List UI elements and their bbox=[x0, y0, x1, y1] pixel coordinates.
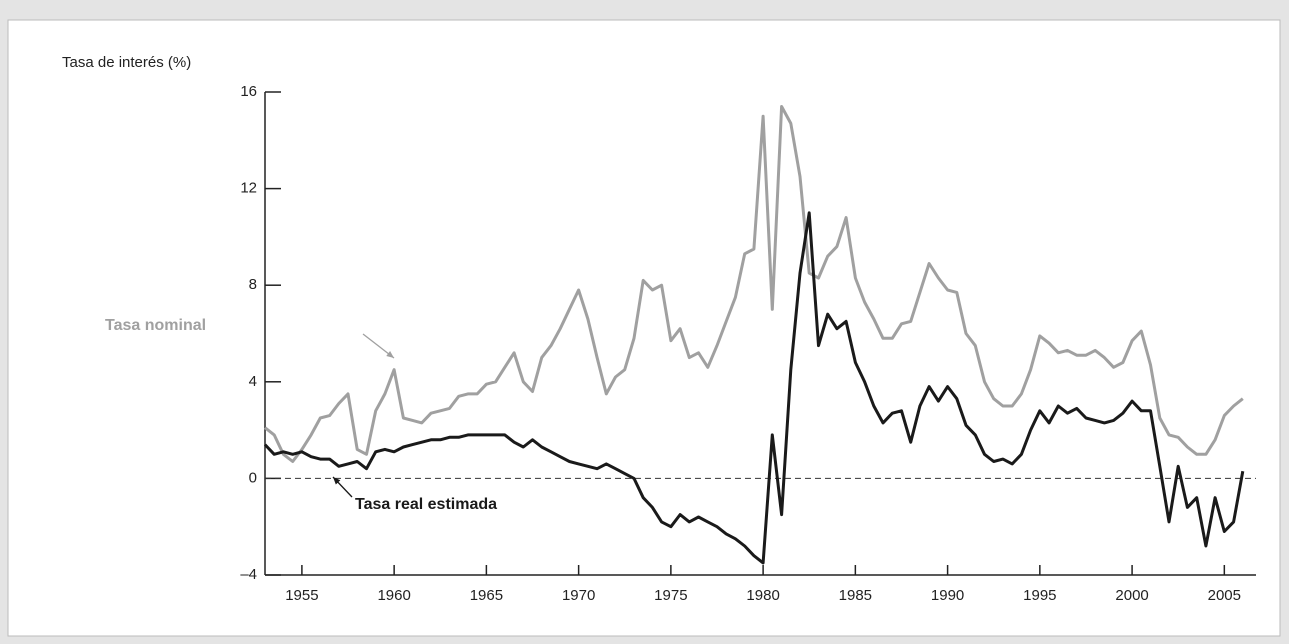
series-annotation: Tasa real estimada bbox=[355, 496, 497, 513]
x-tick-label: 1980 bbox=[746, 587, 779, 604]
x-tick-label: 1995 bbox=[1023, 587, 1056, 604]
y-tick-label: 16 bbox=[240, 83, 257, 100]
series-line bbox=[264, 105, 1244, 463]
x-tick-label: 1965 bbox=[470, 587, 503, 604]
arrow-head bbox=[386, 351, 394, 358]
y-tick-label: 0 bbox=[249, 469, 257, 486]
frame bbox=[7, 19, 1281, 637]
x-tick-label: 1960 bbox=[377, 587, 410, 604]
y-tick-label: 8 bbox=[249, 276, 257, 293]
x-tick-label: 1985 bbox=[839, 587, 872, 604]
series-annotation: Tasa nominal bbox=[105, 317, 206, 334]
x-tick-label: 1990 bbox=[931, 587, 964, 604]
arrow-head bbox=[333, 477, 341, 485]
series-line bbox=[263, 211, 1245, 565]
x-tick-label: 1975 bbox=[654, 587, 687, 604]
y-axis-label: Tasa de interés (%) bbox=[62, 54, 191, 71]
y-tick-label: 4 bbox=[249, 373, 257, 390]
y-tick-label: 12 bbox=[240, 180, 257, 197]
x-tick-label: 1970 bbox=[562, 587, 595, 604]
x-tick-label: 1955 bbox=[285, 587, 318, 604]
x-tick-label: 2005 bbox=[1208, 587, 1241, 604]
x-tick-label: 2000 bbox=[1115, 587, 1148, 604]
y-tick-label: –4 bbox=[240, 566, 257, 583]
